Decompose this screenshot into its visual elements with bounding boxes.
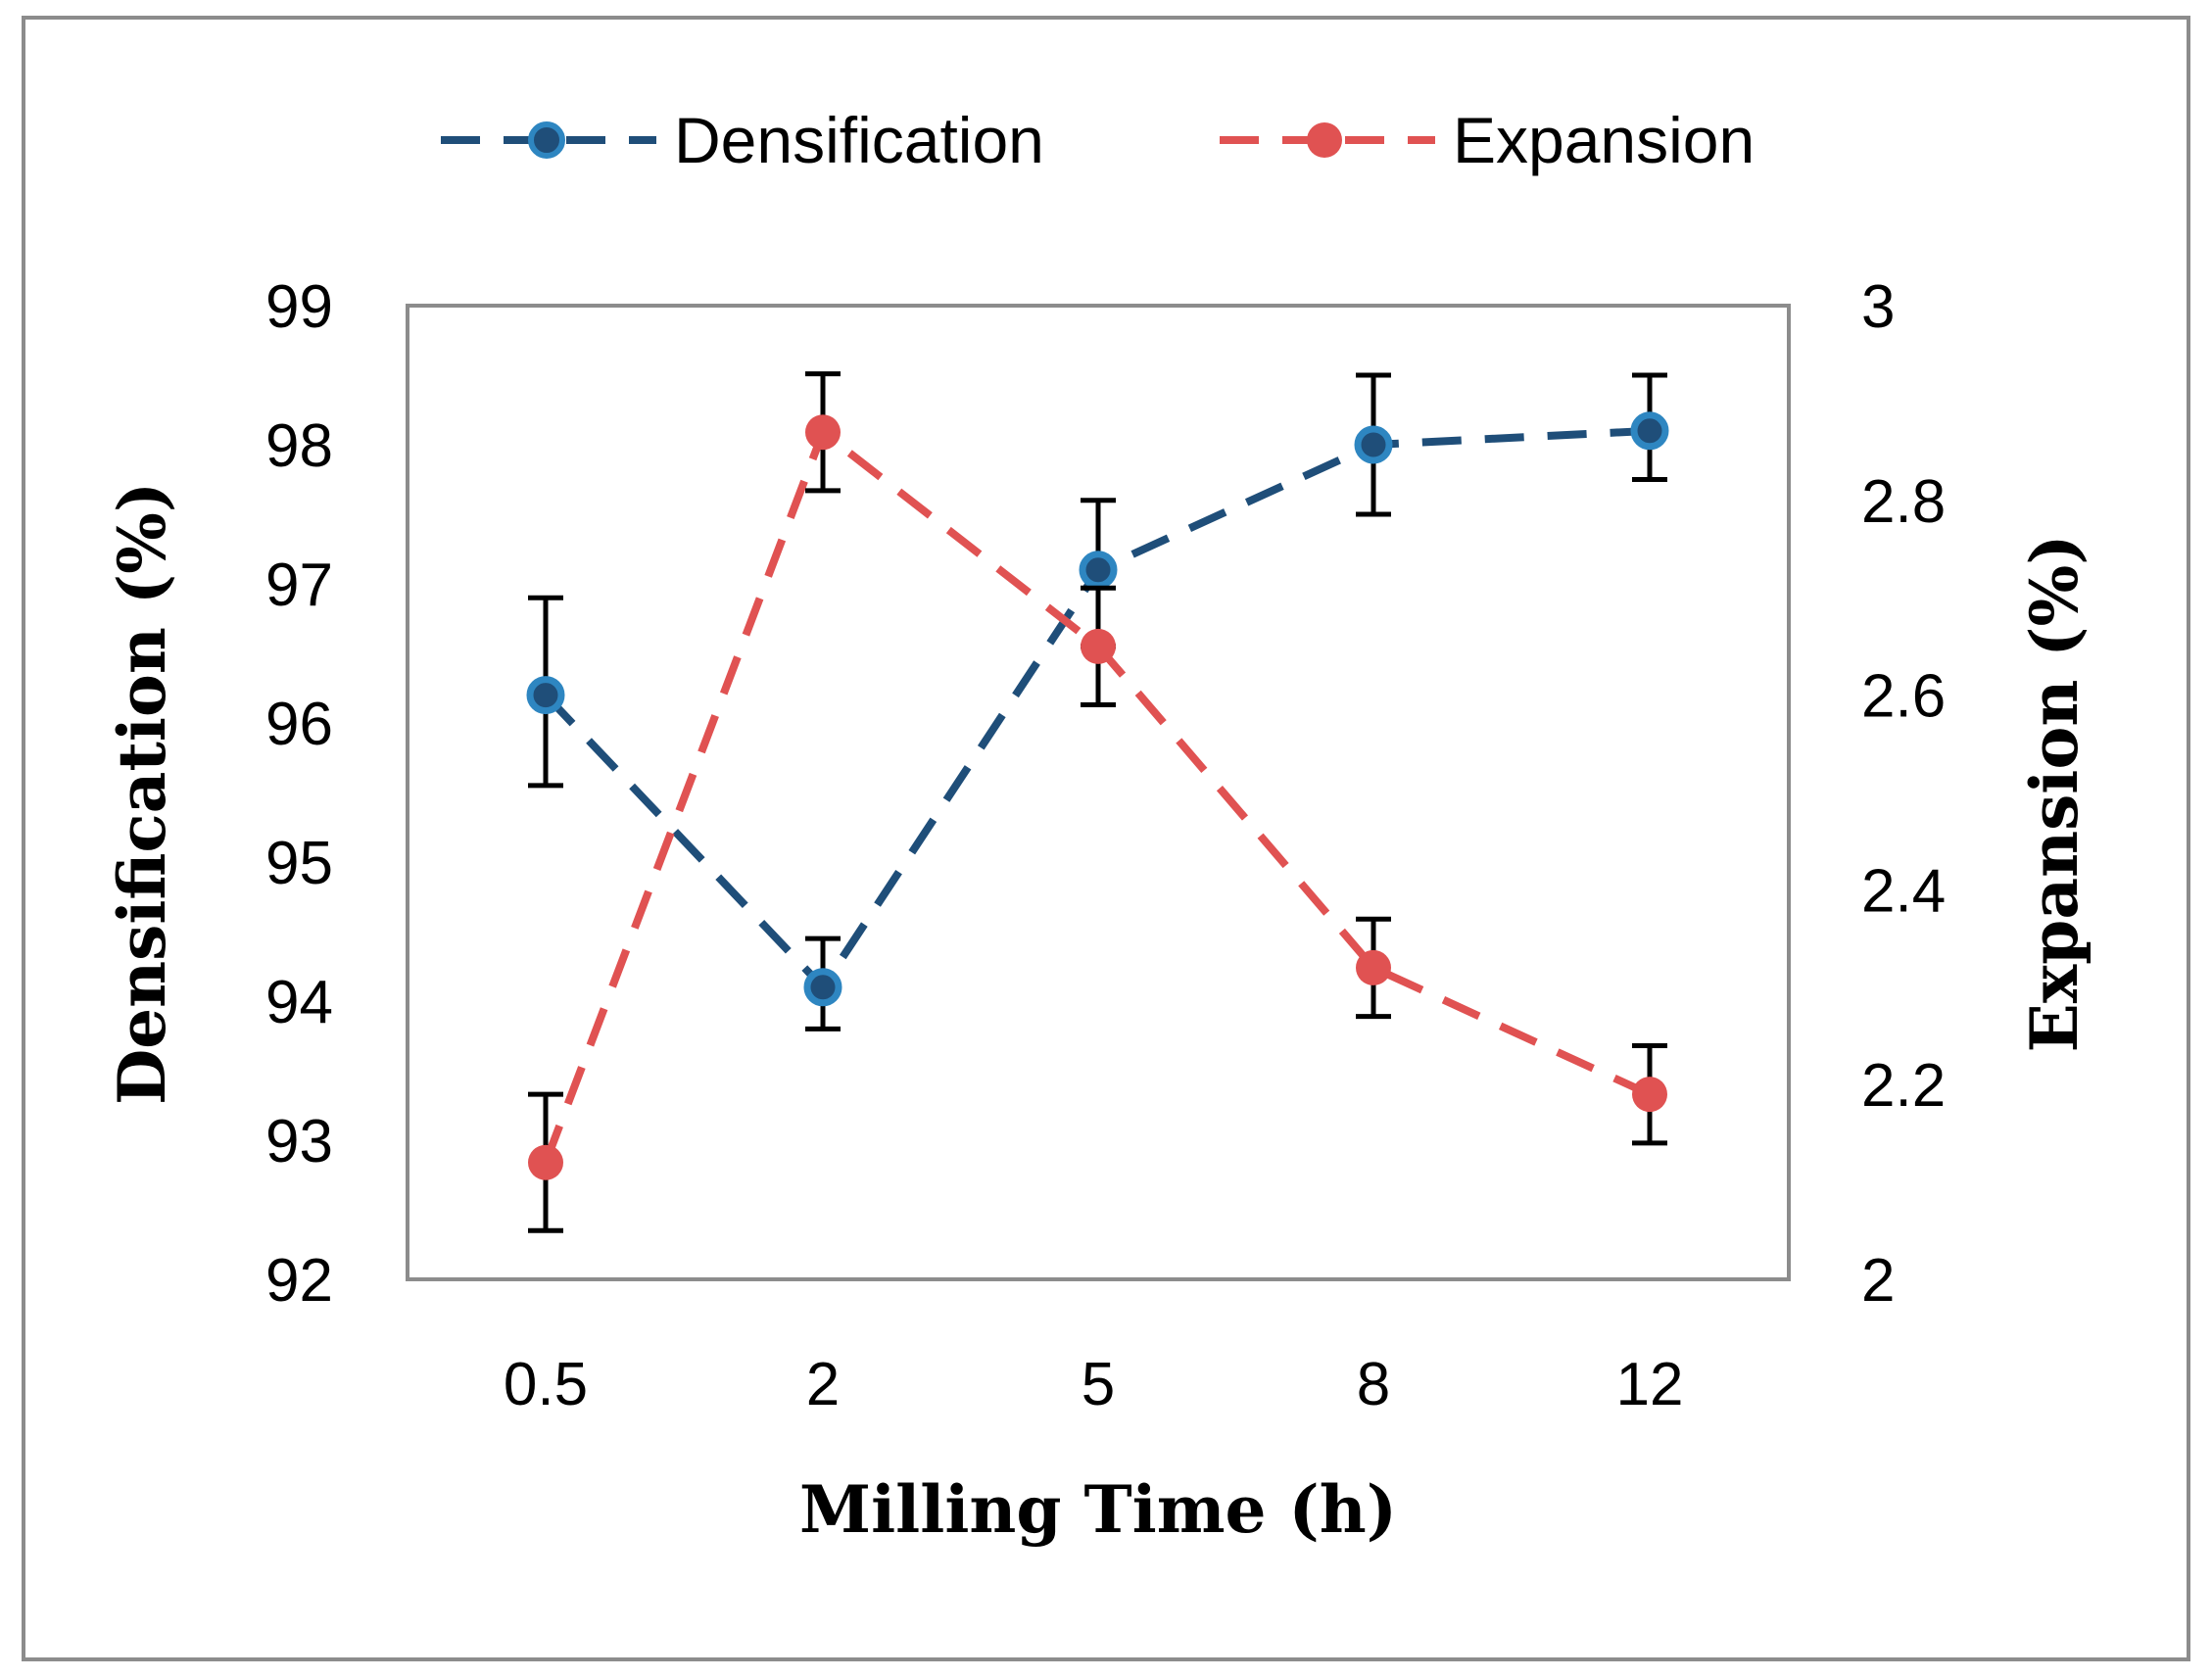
y-right-tick-label: 3 <box>1861 273 1895 341</box>
y-left-tick-label: 99 <box>265 273 333 341</box>
data-point <box>1079 551 1118 590</box>
plot-area <box>406 304 1791 1281</box>
y-right-ticks: 2 2.2 2.4 2.6 2.8 3 <box>1861 273 1946 1315</box>
legend-marker-expansion <box>1307 122 1342 158</box>
data-point <box>1356 949 1391 985</box>
y-left-tick-label: 92 <box>265 1247 333 1315</box>
y-right-tick-label: 2.6 <box>1861 663 1946 731</box>
data-point <box>1632 1077 1667 1113</box>
legend-marker-densification <box>528 121 565 159</box>
data-point <box>1354 425 1393 464</box>
data-point <box>805 414 841 451</box>
y-left-tick-label: 96 <box>265 691 333 758</box>
series-layer <box>526 371 1669 1233</box>
x-tick-label: 2 <box>806 1351 840 1418</box>
series-expansion <box>528 371 1667 1233</box>
legend-label-expansion: Expansion <box>1453 104 1755 176</box>
legend-item-densification: Densification <box>441 104 1044 176</box>
y-right-tick-label: 2.8 <box>1861 468 1946 536</box>
y-left-tick-label: 97 <box>265 552 333 619</box>
y-right-tick-label: 2.4 <box>1861 857 1946 925</box>
x-tick-label: 0.5 <box>504 1351 588 1418</box>
data-point <box>1630 411 1669 451</box>
legend: Densification Expansion <box>441 104 1755 176</box>
x-tick-label: 12 <box>1616 1351 1684 1418</box>
x-axis-title: Milling Time (h) <box>799 1471 1397 1548</box>
data-point <box>1081 628 1116 664</box>
y-left-tick-label: 93 <box>265 1108 333 1175</box>
data-point <box>526 676 565 715</box>
legend-item-expansion: Expansion <box>1220 104 1755 176</box>
x-tick-label: 5 <box>1082 1351 1115 1418</box>
x-tick-label: 8 <box>1357 1351 1390 1418</box>
y-left-tick-label: 98 <box>265 412 333 480</box>
y-right-tick-label: 2 <box>1861 1247 1895 1315</box>
y-right-tick-label: 2.2 <box>1861 1052 1946 1120</box>
y-left-axis-title: Densification (%) <box>104 482 180 1105</box>
y-left-tick-label: 94 <box>265 969 333 1036</box>
y-left-ticks: 92 93 94 95 96 97 98 99 <box>265 273 333 1315</box>
y-right-axis-title: Expansion (%) <box>2016 535 2092 1053</box>
y-left-tick-label: 95 <box>265 830 333 897</box>
legend-label-densification: Densification <box>674 104 1044 176</box>
data-point <box>803 968 842 1007</box>
data-point <box>528 1144 563 1180</box>
x-ticks: 0.5 2 5 8 12 <box>504 1351 1684 1418</box>
outer-frame <box>22 16 2190 1661</box>
